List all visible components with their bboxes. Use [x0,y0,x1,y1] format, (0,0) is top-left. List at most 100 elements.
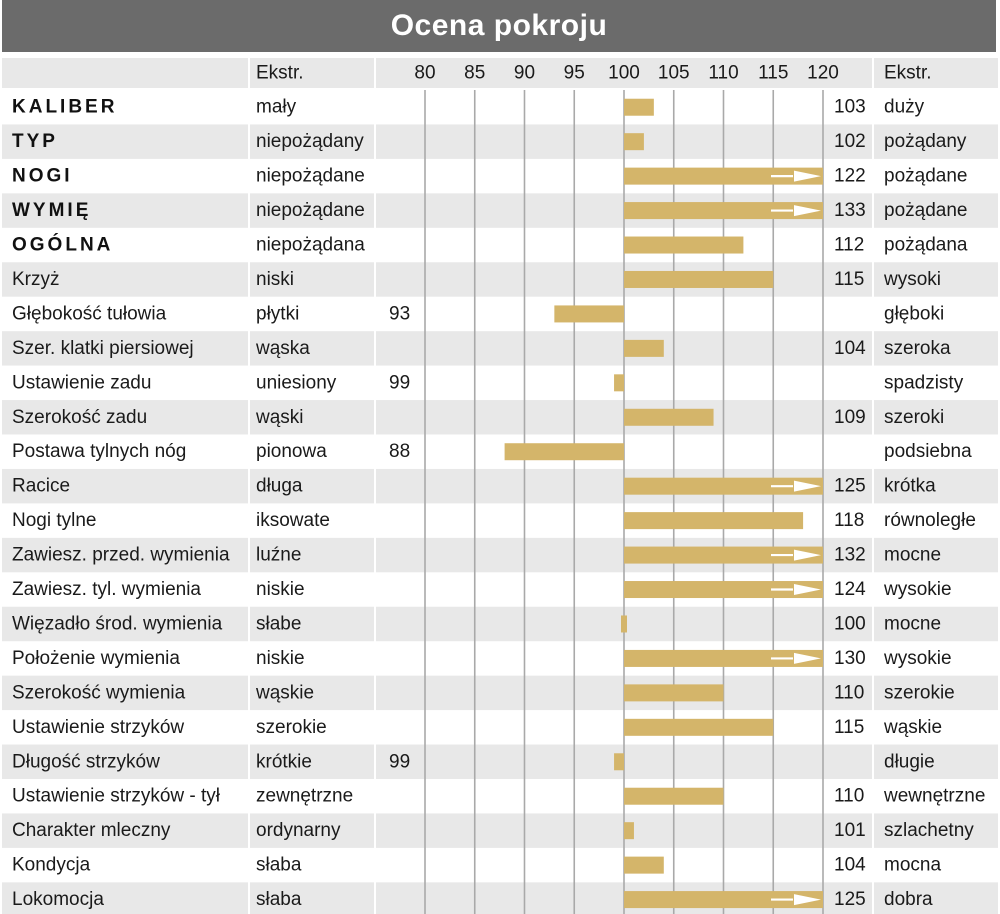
bar [624,339,664,357]
header-row [2,58,998,88]
value-label: 93 [389,303,410,324]
value-label: 104 [834,338,866,359]
tick-label: 105 [658,63,690,84]
low-extreme-label: słaba [256,855,302,876]
value-label: 132 [834,545,866,566]
bar [624,684,724,702]
low-extreme-label: niskie [256,579,305,600]
row-stripe [2,262,998,297]
high-extreme-label: wewnętrzne [883,786,985,807]
bar [624,133,644,151]
row-stripe [2,124,998,159]
low-extreme-label: niepożądana [256,235,365,256]
low-extreme-label: słabe [256,613,301,634]
high-extreme-label: szeroki [884,407,944,428]
high-extreme-label: pożądany [884,131,967,152]
low-extreme-label: niskie [256,648,305,669]
high-extreme-label: mocne [884,613,941,634]
high-extreme-label: spadzisty [884,372,964,393]
tick-label: 80 [414,63,435,84]
bar [624,718,774,736]
value-label: 125 [834,889,866,910]
value-label: 118 [834,510,864,531]
low-extreme-label: pionowa [256,441,327,462]
low-extreme-label: wąski [255,407,304,428]
low-extreme-label: krótkie [256,751,312,772]
high-extreme-label: wysoki [883,269,941,290]
overflow-arrow [794,584,821,596]
row-stripe [2,744,998,779]
tick-label: 90 [514,63,535,84]
low-extreme-label: niepożądany [256,131,364,152]
trait-label: Położenie wymienia [12,648,180,669]
bar [624,856,664,874]
chart-title: Ocena pokroju [2,0,996,52]
trait-label: Krzyż [12,269,60,290]
value-label: 115 [834,269,864,290]
high-extreme-label: podsiebna [884,441,972,462]
trait-label: WYMIĘ [12,200,91,221]
high-extreme-label: mocne [884,545,941,566]
high-extreme-label: szerokie [884,682,955,703]
high-extreme-label: mocna [884,855,941,876]
row-stripe [2,606,998,642]
trait-label: Szer. klatki piersiowej [12,338,194,359]
value-label: 100 [834,613,866,634]
bar [621,615,627,633]
low-extreme-label: płytki [256,303,299,324]
low-extreme-label: ordynarny [256,820,341,841]
tick-label: 100 [608,63,640,84]
value-label: 130 [834,648,866,669]
row-stripe [2,400,998,435]
value-label: 102 [834,131,866,152]
high-extreme-label: wysokie [883,648,952,669]
bar [624,787,724,805]
high-extreme-label: głęboki [884,303,944,324]
trait-label: Charakter mleczny [12,820,171,841]
bar [624,546,823,564]
high-extreme-label: równoległe [884,510,976,531]
value-label: 104 [834,855,866,876]
trait-label: OGÓLNA [12,234,113,256]
trait-label: Kondycja [12,855,91,876]
high-extreme-label: pożądane [884,166,967,187]
bar [614,753,624,771]
tick-label: 115 [758,63,788,84]
value-label: 124 [834,579,866,600]
tick-label: 110 [708,63,738,84]
overflow-arrow [794,170,821,182]
high-extreme-label: krótka [884,476,936,497]
value-label: 101 [834,820,866,841]
trait-label: Lokomocja [12,889,104,910]
value-label: 133 [834,200,866,221]
high-extreme-label: pożądana [884,235,968,256]
bar [624,649,823,667]
low-extreme-label: wąska [255,338,310,359]
low-extreme-label: luźne [256,545,301,566]
row-stripe [2,193,998,228]
value-label: 122 [834,166,866,187]
row-stripe [2,331,998,366]
trait-label: Ustawienie strzyków [12,717,184,738]
bar [624,202,823,220]
value-label: 110 [834,682,864,703]
bar [624,98,654,116]
bar [624,477,823,495]
tick-label: 95 [564,63,585,84]
trait-label: Nogi tylne [12,510,97,531]
trait-label: Postawa tylnych nóg [12,441,186,462]
bar [504,443,624,461]
row-stripe [2,813,998,848]
trait-label: NOGI [12,166,73,187]
high-extreme-label: szlachetny [884,820,974,841]
overflow-arrow [794,549,821,561]
high-extreme-label: wysokie [883,579,952,600]
trait-label: TYP [12,131,58,152]
row-stripe [2,675,998,711]
row-stripe [2,537,998,573]
high-extreme-label: szeroka [884,338,951,359]
bar [614,374,624,392]
low-extreme-label: wąskie [255,682,314,703]
row-stripe [2,882,998,914]
row-stripe [2,468,998,504]
